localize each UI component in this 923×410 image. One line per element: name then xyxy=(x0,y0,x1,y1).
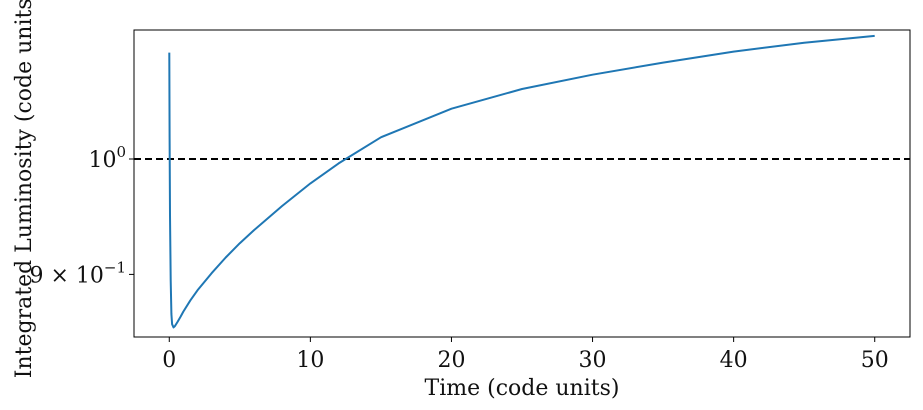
plot-frame xyxy=(133,29,911,338)
x-tick-label: 50 xyxy=(861,348,889,373)
x-tick-label: 30 xyxy=(579,348,607,373)
x-axis-label: Time (code units) xyxy=(425,376,620,401)
x-tick-label: 0 xyxy=(162,348,176,373)
y-tick-label: 9 × 10−1 xyxy=(29,258,126,288)
y-axis-label: Integrated Luminosity (code units) xyxy=(12,0,37,378)
series-line-0 xyxy=(168,34,875,329)
y-tick-label: 100 xyxy=(88,143,126,173)
x-tick-label: 40 xyxy=(720,348,748,373)
x-tick-label: 20 xyxy=(437,348,465,373)
x-tick-label: 10 xyxy=(296,348,324,373)
